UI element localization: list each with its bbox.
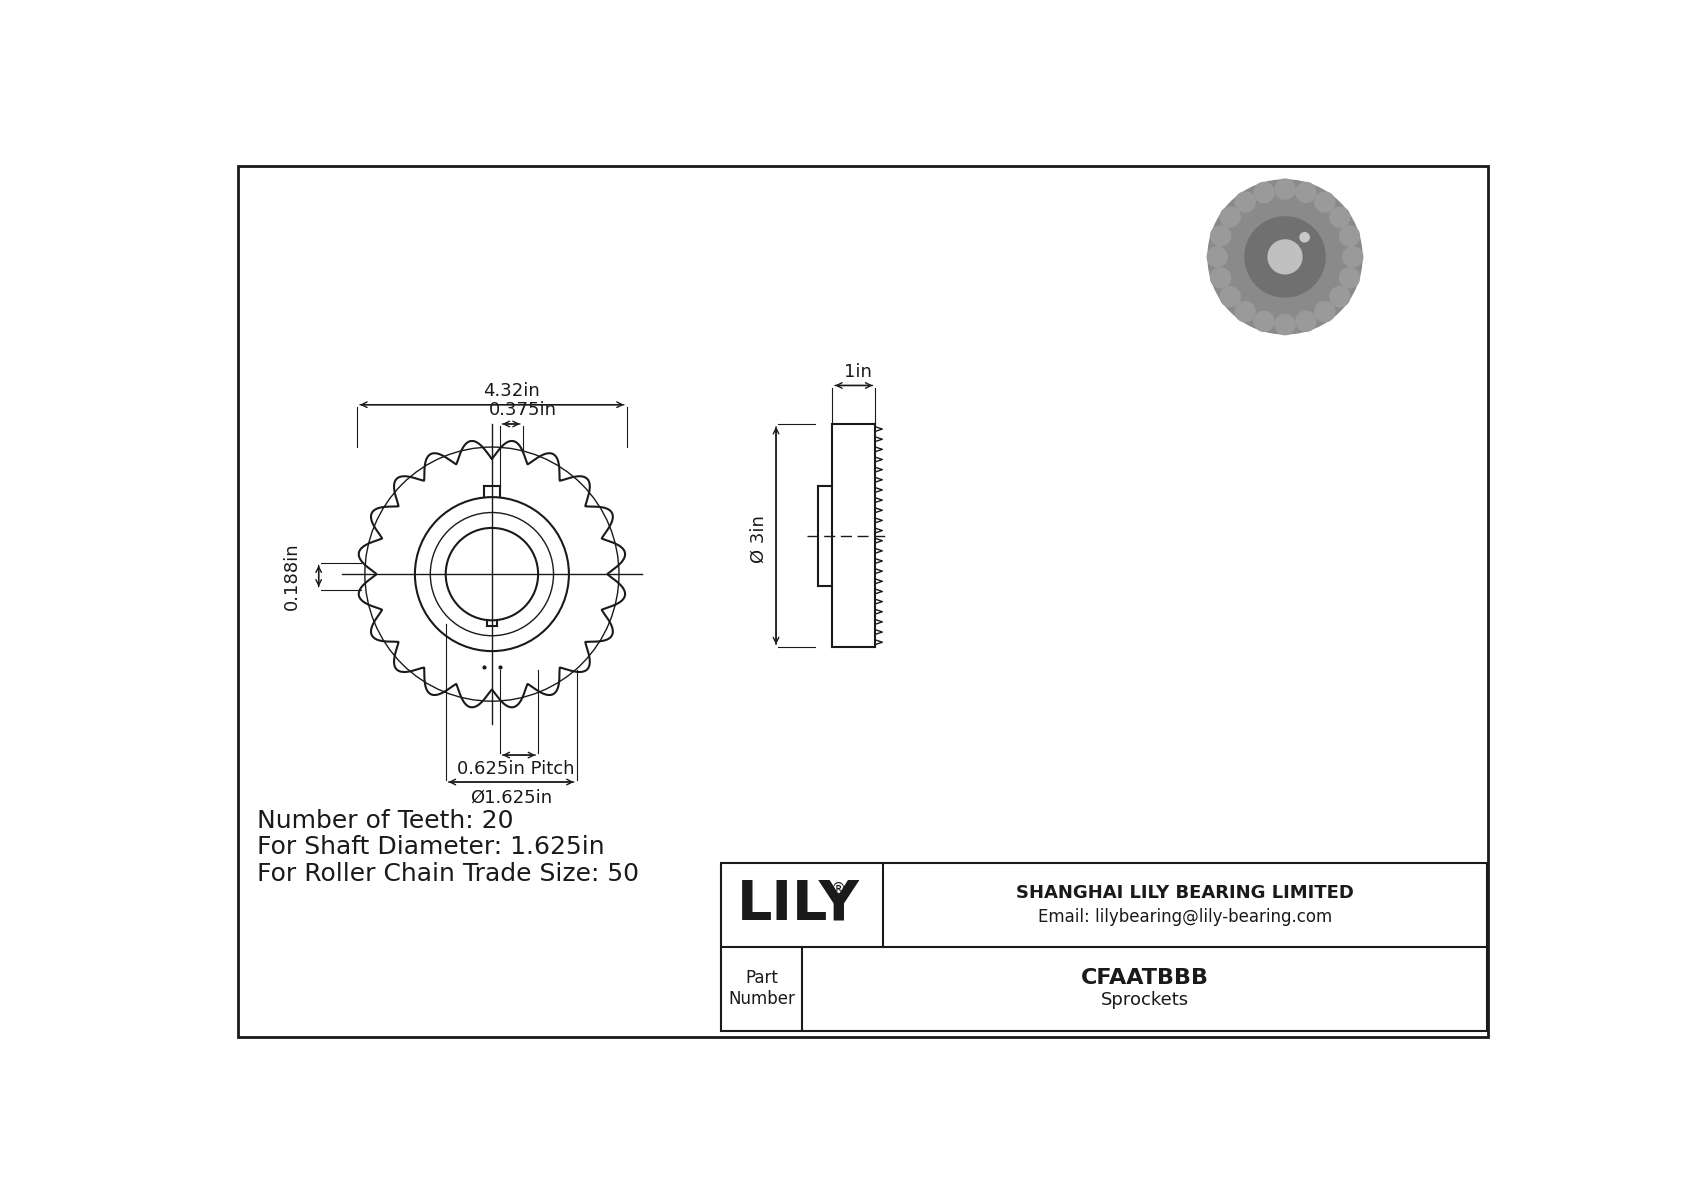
Text: Part
Number: Part Number: [727, 969, 795, 1008]
Circle shape: [1339, 268, 1359, 288]
Circle shape: [1255, 182, 1275, 202]
Text: LILY: LILY: [738, 878, 861, 931]
Circle shape: [1342, 247, 1362, 267]
Circle shape: [1300, 232, 1308, 242]
Circle shape: [1275, 314, 1295, 335]
Circle shape: [1315, 192, 1335, 212]
Text: 0.375in: 0.375in: [488, 401, 557, 419]
Text: Email: lilybearing@lily-bearing.com: Email: lilybearing@lily-bearing.com: [1037, 908, 1332, 925]
Text: CFAATBBB: CFAATBBB: [1081, 967, 1209, 987]
Circle shape: [1297, 182, 1315, 202]
Circle shape: [1255, 311, 1275, 331]
Circle shape: [1234, 192, 1255, 212]
Text: Number of Teeth: 20: Number of Teeth: 20: [258, 809, 514, 833]
Circle shape: [1207, 180, 1362, 333]
Circle shape: [1330, 207, 1351, 227]
Circle shape: [1339, 226, 1359, 247]
Text: 0.188in: 0.188in: [283, 542, 301, 610]
Circle shape: [1221, 207, 1239, 227]
Text: SHANGHAI LILY BEARING LIMITED: SHANGHAI LILY BEARING LIMITED: [1015, 884, 1354, 902]
Circle shape: [1211, 226, 1231, 247]
Text: 0.625in Pitch: 0.625in Pitch: [458, 760, 574, 778]
Circle shape: [1330, 287, 1351, 307]
Text: 1in: 1in: [844, 362, 872, 381]
Circle shape: [1268, 239, 1302, 274]
Circle shape: [1244, 217, 1325, 297]
Circle shape: [1211, 268, 1231, 288]
Circle shape: [1275, 179, 1295, 199]
Text: Ø1.625in: Ø1.625in: [470, 788, 552, 806]
Text: ®: ®: [830, 881, 845, 897]
Text: Sprockets: Sprockets: [1100, 991, 1189, 1009]
Text: For Shaft Diameter: 1.625in: For Shaft Diameter: 1.625in: [258, 835, 605, 860]
Circle shape: [1297, 311, 1315, 331]
Circle shape: [1221, 287, 1239, 307]
Circle shape: [1234, 301, 1255, 322]
Bar: [721, 862, 1487, 1030]
Text: 4.32in: 4.32in: [483, 382, 539, 400]
Text: Ø 3in: Ø 3in: [749, 516, 768, 563]
Text: For Roller Chain Trade Size: 50: For Roller Chain Trade Size: 50: [258, 862, 638, 886]
Circle shape: [1207, 247, 1228, 267]
Circle shape: [1315, 301, 1335, 322]
